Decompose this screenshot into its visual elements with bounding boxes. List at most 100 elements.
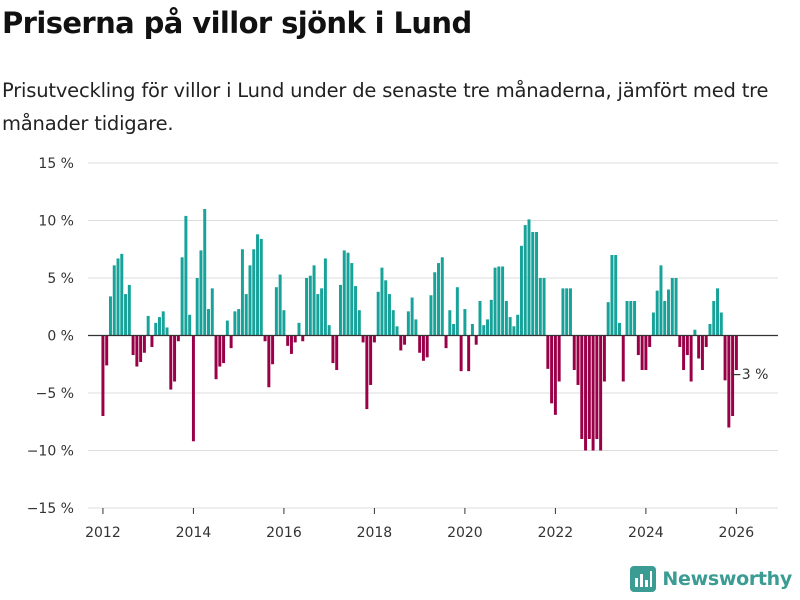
bar (305, 278, 309, 336)
bar (700, 335, 704, 370)
bar (667, 289, 670, 336)
bar (331, 335, 335, 364)
bar (689, 335, 693, 382)
bar (644, 335, 648, 370)
bar (195, 278, 199, 336)
bar (297, 322, 301, 336)
bar (531, 232, 535, 336)
bar (173, 335, 177, 382)
bar (327, 325, 331, 336)
x-tick-label: 2022 (538, 525, 574, 541)
bar (203, 209, 207, 336)
bar (252, 249, 256, 336)
bar (474, 335, 478, 345)
bar (406, 311, 410, 336)
bar (519, 245, 523, 336)
bar (727, 335, 731, 428)
bar (165, 327, 169, 336)
bar (124, 294, 128, 336)
bar (233, 311, 237, 336)
bar (433, 272, 437, 336)
bar (614, 255, 618, 336)
bar (463, 309, 467, 336)
y-tick-label: −10 % (27, 444, 74, 460)
bar (734, 335, 738, 370)
bar (636, 335, 640, 356)
bar (659, 265, 663, 336)
bar (670, 278, 674, 336)
bar (497, 266, 501, 336)
bar (546, 335, 550, 369)
x-tick-label: 2020 (447, 525, 483, 541)
bar (651, 312, 655, 336)
x-axis: 2012 2014 2016 2018 2020 2022 2024 2026 (85, 508, 754, 541)
bar (425, 335, 429, 358)
bar (289, 335, 293, 354)
bar (139, 335, 143, 362)
bar (256, 234, 260, 336)
bar (512, 326, 516, 336)
bar (210, 288, 214, 336)
bar (248, 265, 252, 336)
bar (158, 317, 161, 336)
bar (372, 335, 376, 343)
bar (112, 265, 116, 336)
bar (568, 288, 572, 336)
bar (354, 286, 358, 336)
bar (523, 225, 527, 336)
bar (618, 322, 621, 336)
bar (587, 335, 591, 439)
bar (704, 335, 708, 347)
bar (267, 335, 271, 388)
bar (120, 253, 124, 336)
bar (625, 301, 629, 336)
bar (440, 257, 444, 336)
bar (308, 275, 312, 336)
bar (410, 297, 414, 336)
y-tick-label: 0 % (47, 329, 74, 345)
bar (602, 335, 606, 382)
bar (146, 315, 150, 336)
bar (418, 335, 422, 353)
bar (553, 335, 557, 415)
bar (263, 335, 267, 342)
brand-name: Newsworthy (662, 568, 792, 590)
y-tick-label: −5 % (36, 386, 74, 402)
bar (693, 329, 697, 336)
bar (678, 335, 682, 347)
bar (640, 335, 644, 370)
bar (380, 267, 384, 336)
bar (244, 294, 248, 336)
bar (716, 288, 720, 336)
bar (621, 335, 625, 382)
bar (384, 280, 388, 336)
bar (237, 309, 241, 336)
bar (429, 295, 433, 336)
bar (361, 335, 365, 343)
bar (188, 314, 192, 336)
bar (225, 320, 229, 336)
bar (274, 287, 278, 336)
bar (682, 335, 686, 370)
brand-logo: Newsworthy (630, 566, 792, 592)
bar (259, 238, 263, 336)
page-title: Priserna på villor sjönk i Lund (2, 6, 472, 40)
bar (207, 309, 210, 336)
bar (180, 257, 184, 336)
bar (293, 335, 297, 343)
bar (154, 322, 158, 336)
bar (550, 335, 554, 404)
bar (538, 278, 542, 336)
bar (437, 263, 440, 336)
bar (191, 335, 195, 442)
bar (301, 335, 305, 342)
bar (444, 335, 448, 349)
bar (610, 255, 614, 336)
bar (685, 335, 689, 356)
bar (395, 326, 399, 336)
bar (369, 335, 373, 385)
bar (452, 324, 456, 336)
bar (271, 335, 275, 365)
bar (312, 265, 316, 336)
bar (478, 301, 482, 336)
